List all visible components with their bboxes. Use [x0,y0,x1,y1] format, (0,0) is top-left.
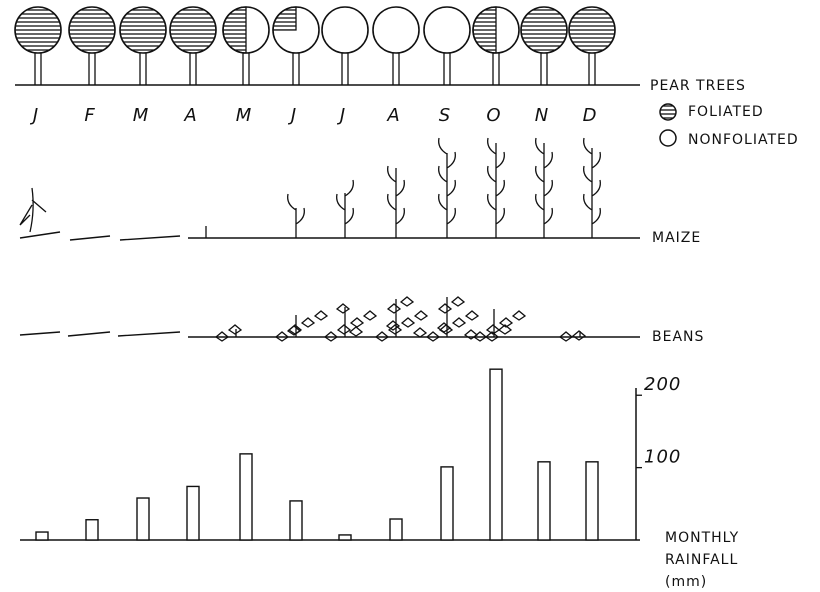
month-label: O [486,105,501,126]
month-label: J [288,105,297,126]
crown [424,7,470,53]
bean-plant [560,331,585,341]
rain-bar [390,519,402,540]
month-label: D [583,105,598,126]
month-label: A [183,105,197,126]
maize-plant [288,194,305,238]
rain-bar [86,520,98,540]
rain-bar [490,369,502,540]
maize-plant [337,180,354,238]
rain-bar [441,467,453,540]
bean-plant [474,309,525,341]
month-label: J [337,105,346,126]
month-label: M [133,105,150,126]
month-label: M [236,105,253,126]
legend-nonfoliated-icon [660,130,676,146]
month-label: A [386,105,400,126]
maize-plant [536,138,553,238]
rain-label: MONTHLY [665,530,739,546]
bean-plant [376,297,427,341]
beans-label: BEANS [652,329,704,345]
trees-label: PEAR TREES [650,78,746,94]
maize-label: MAIZE [652,230,701,246]
plants [20,138,600,341]
crown [322,7,368,53]
bean-plant [216,325,241,341]
crown [373,7,419,53]
foliage [473,7,496,53]
rain-label: RAINFALL [665,552,738,568]
bean-plant [325,304,376,341]
month-label: N [535,105,549,126]
y-tick-label: 200 [644,374,681,395]
rain-bar [240,454,252,540]
legend-nonfoliated: NONFOLIATED [688,132,799,148]
rain-bar [538,462,550,540]
rain-bar [339,535,351,540]
legend-foliated: FOLIATED [688,104,764,120]
rain-bar [586,462,598,540]
maize-plant [388,166,405,238]
maize-plant [20,188,46,232]
rain-bar [187,486,199,540]
month-label: F [84,105,95,126]
maize-plant [488,138,505,238]
maize-plant [439,138,456,238]
rain-bar [36,532,48,540]
rain-bar [137,498,149,540]
y-tick-label: 100 [644,447,681,468]
legend-foliated-icon [660,104,676,120]
foliage [223,7,246,53]
month-label: S [439,105,451,126]
maize-row [20,232,640,240]
rain-bar [290,501,302,540]
bean-plant [427,297,478,341]
rain-label: (mm) [665,574,707,590]
maize-plant [584,138,601,238]
month-label: J [30,105,39,126]
figure: PEAR TREES FOLIATED NONFOLIATED MAIZE BE… [0,0,820,592]
